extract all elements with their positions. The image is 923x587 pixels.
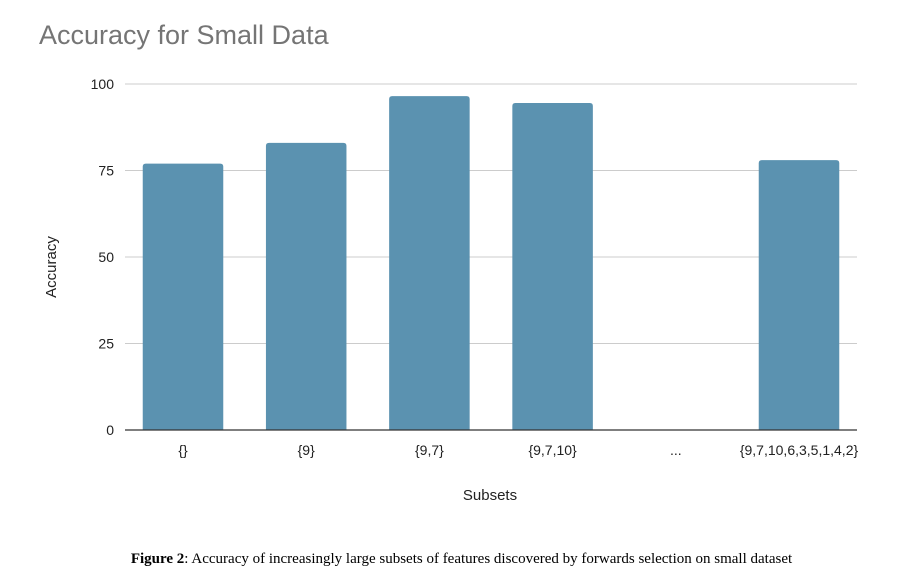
- x-tick-label: {9,7}: [415, 442, 444, 458]
- bar-chart: 0 25 50 75 100 {} {9} {9,7} {9,7,10}... {9,7,10,6…: [43, 76, 859, 504]
- y-tick-label: 100: [91, 76, 115, 92]
- x-tick-label: {9}: [298, 442, 315, 458]
- y-tick-label: 25: [98, 336, 114, 352]
- figure-caption: Figure 2: Accuracy of increasingly large…: [0, 551, 923, 568]
- x-tick-label: ...: [670, 442, 682, 458]
- x-tick-label: {}: [178, 442, 188, 458]
- bar: [758, 160, 840, 430]
- x-axis-title: Subsets: [463, 487, 517, 504]
- axes: 0 25 50 75 100 {} {9} {9,7} {9,7,10}... {9,7,10,6…: [91, 76, 859, 458]
- bar: [142, 163, 224, 430]
- x-tick-label: {9,7,10,6,3,5,1,4,2}: [740, 442, 859, 458]
- y-tick-label: 0: [106, 422, 114, 438]
- figure-caption-label: Figure 2: [130, 551, 185, 567]
- figure-caption-text: : Accuracy of increasingly large subsets…: [184, 551, 793, 567]
- gridlines: [125, 83, 857, 344]
- x-tick-label: {9,7,10}: [528, 442, 577, 458]
- y-axis-title: Accuracy: [43, 236, 60, 298]
- chart-title: Accuracy for Small Data: [39, 20, 329, 50]
- bar: [265, 142, 347, 430]
- bar: [389, 96, 470, 431]
- y-tick-label: 50: [98, 249, 114, 265]
- y-tick-label: 75: [98, 163, 114, 179]
- bar: [512, 103, 593, 430]
- bars: [142, 96, 840, 431]
